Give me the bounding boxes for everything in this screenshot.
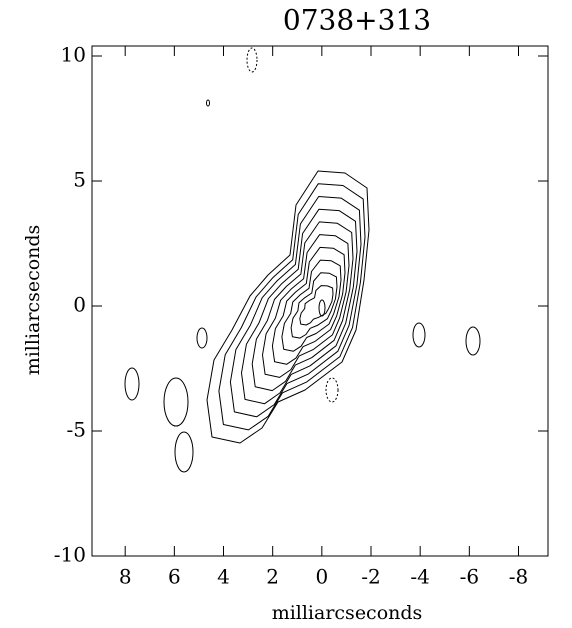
y-tick-label: -10: [54, 543, 86, 567]
contour: [271, 246, 346, 365]
contour: [412, 322, 426, 348]
contour: [229, 196, 362, 418]
contour: [206, 170, 370, 444]
contour: [241, 208, 358, 405]
x-tick-label: 2: [266, 565, 279, 589]
contour: [196, 327, 208, 349]
x-tick-label: 8: [119, 565, 132, 589]
contour: [163, 377, 189, 427]
x-tick-label: -2: [361, 565, 380, 589]
x-tick-label: 6: [168, 565, 181, 589]
y-tick-label: 10: [61, 43, 86, 67]
negative-contour: [325, 377, 339, 403]
x-tick-label: -4: [410, 565, 429, 589]
y-tick-label: 5: [73, 168, 86, 192]
x-tick-label: 0: [315, 565, 328, 589]
y-tick-label: 0: [73, 293, 86, 317]
y-tick-label: -5: [67, 418, 86, 442]
x-tick-label: 4: [217, 565, 230, 589]
y-axis-label: milliarcseconds: [22, 225, 44, 376]
contour: [465, 326, 481, 356]
contour: [299, 285, 334, 326]
contour: [262, 234, 350, 378]
contour: [251, 221, 354, 392]
contour: [318, 299, 326, 317]
x-axis-label: milliarcseconds: [272, 602, 423, 624]
chart-title: 0738+313: [283, 4, 431, 37]
x-tick-label: -8: [509, 565, 528, 589]
contour: [218, 183, 366, 431]
contour-map: [124, 47, 481, 473]
contour: [206, 99, 210, 107]
contour: [290, 272, 338, 339]
contour: [174, 431, 194, 473]
contour: [281, 259, 342, 352]
x-tick-label: -6: [460, 565, 479, 589]
negative-contour: [246, 47, 258, 73]
plot-frame: [91, 45, 549, 557]
contour: [124, 367, 140, 401]
